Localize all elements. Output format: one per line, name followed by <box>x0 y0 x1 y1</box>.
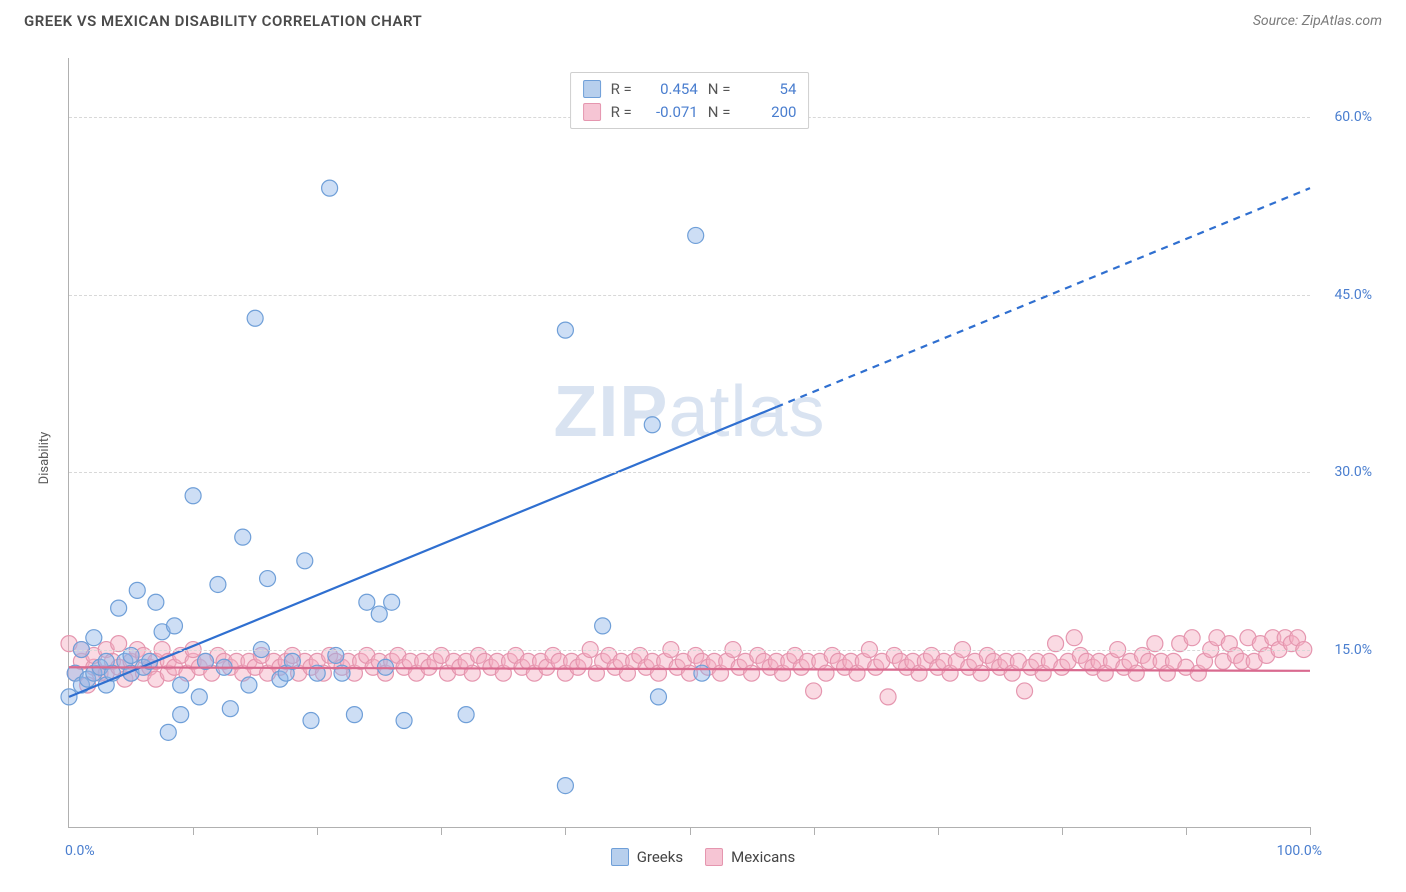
chart-container: Disability ZIPatlas R =0.454N =54R =-0.0… <box>24 44 1382 872</box>
legend-swatch-greeks <box>611 848 629 866</box>
data-point-greeks <box>303 713 319 729</box>
stats-row-greeks: R = 0.454 N = 54 <box>583 78 797 101</box>
data-point-greeks <box>650 689 666 705</box>
stat-R-value-greeks: 0.454 <box>642 78 698 101</box>
data-point-greeks <box>241 677 257 693</box>
data-point-greeks <box>371 606 387 622</box>
data-point-greeks <box>222 701 238 717</box>
legend-label-mexicans: Mexicans <box>731 848 795 866</box>
stat-R-label: R = <box>611 78 632 101</box>
chart-title: GREEK VS MEXICAN DISABILITY CORRELATION … <box>24 12 422 30</box>
data-point-mexicans <box>744 665 760 681</box>
y-tick-label: 30.0% <box>1334 464 1372 480</box>
y-tick-label: 60.0% <box>1334 109 1372 125</box>
source-attribution: Source: ZipAtlas.com <box>1253 13 1382 29</box>
data-point-greeks <box>210 576 226 592</box>
data-point-greeks <box>322 180 338 196</box>
data-point-mexicans <box>973 665 989 681</box>
data-point-greeks <box>644 417 660 433</box>
swatch-mexicans <box>583 103 601 121</box>
data-point-greeks <box>235 529 251 545</box>
data-point-mexicans <box>1184 630 1200 646</box>
y-tick-label: 15.0% <box>1334 642 1372 658</box>
data-point-greeks <box>557 322 573 338</box>
data-point-greeks <box>260 571 276 587</box>
data-point-greeks <box>185 488 201 504</box>
gridline-h <box>69 472 1310 473</box>
data-point-greeks <box>458 707 474 723</box>
data-point-mexicans <box>1066 630 1082 646</box>
x-tick <box>814 827 815 835</box>
data-point-greeks <box>129 582 145 598</box>
data-point-greeks <box>694 665 710 681</box>
data-point-greeks <box>384 594 400 610</box>
data-point-greeks <box>247 310 263 326</box>
data-point-greeks <box>595 618 611 634</box>
data-point-greeks <box>359 594 375 610</box>
x-tick <box>193 827 194 835</box>
gridline-h <box>69 650 1310 651</box>
data-point-greeks <box>148 594 164 610</box>
data-point-greeks <box>396 713 412 729</box>
x-tick <box>317 827 318 835</box>
data-point-mexicans <box>1128 665 1144 681</box>
x-tick <box>690 827 691 835</box>
stat-N-label: N = <box>708 78 731 101</box>
stat-N-value-greeks: 54 <box>740 78 796 101</box>
legend-swatch-mexicans <box>705 848 723 866</box>
data-point-mexicans <box>818 665 834 681</box>
data-point-greeks <box>297 553 313 569</box>
scatter-svg <box>69 58 1310 827</box>
data-point-greeks <box>688 227 704 243</box>
data-point-greeks <box>557 778 573 794</box>
data-point-greeks <box>160 724 176 740</box>
legend-item-greeks: Greeks <box>611 848 683 866</box>
plot-area: ZIPatlas R =0.454N =54R =-0.071N =200 0.… <box>68 58 1310 828</box>
y-tick-label: 45.0% <box>1334 287 1372 303</box>
stat-R-value-mexicans: -0.071 <box>642 101 698 124</box>
legend-item-mexicans: Mexicans <box>705 848 795 866</box>
stat-R-label: R = <box>611 101 632 124</box>
data-point-mexicans <box>880 689 896 705</box>
data-point-mexicans <box>806 683 822 699</box>
x-tick <box>1310 827 1311 835</box>
data-point-greeks <box>191 689 207 705</box>
data-point-greeks <box>346 707 362 723</box>
x-tick <box>565 827 566 835</box>
stat-N-value-mexicans: 200 <box>740 101 796 124</box>
trendline-greeks-extrapolated <box>776 188 1310 407</box>
correlation-stats-box: R = 0.454 N = 54 R = -0.071 N = 200 <box>570 72 810 129</box>
x-tick <box>938 827 939 835</box>
data-point-mexicans <box>1017 683 1033 699</box>
series-legend: Greeks Mexicans <box>24 848 1382 866</box>
y-axis-label: Disability <box>37 432 52 485</box>
data-point-greeks <box>173 677 189 693</box>
x-tick <box>1186 827 1187 835</box>
data-point-greeks <box>86 630 102 646</box>
data-point-greeks <box>111 600 127 616</box>
stats-row-mexicans: R = -0.071 N = 200 <box>583 101 797 124</box>
gridline-h <box>69 295 1310 296</box>
swatch-greeks <box>583 80 601 98</box>
stat-N-label: N = <box>708 101 731 124</box>
data-point-greeks <box>173 707 189 723</box>
legend-label-greeks: Greeks <box>637 848 683 866</box>
x-tick <box>441 827 442 835</box>
data-point-greeks <box>166 618 182 634</box>
x-tick <box>1062 827 1063 835</box>
